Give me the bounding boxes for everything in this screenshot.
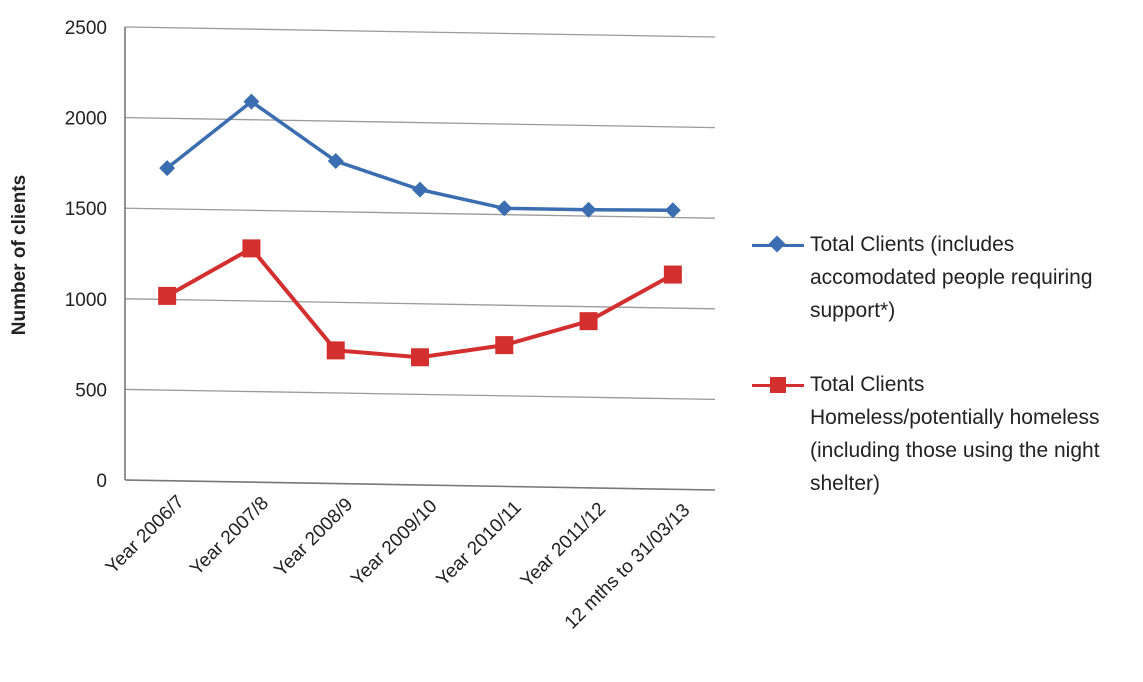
x-tick-label: Year 2009/10 [347, 496, 441, 590]
data-point-diamond [664, 202, 681, 219]
legend-label-line: (including those using the night [810, 439, 1100, 462]
y-axis-label: Number of clients [9, 175, 30, 335]
data-point-diamond [412, 181, 428, 198]
data-point-diamond [496, 200, 513, 217]
x-tick-label: Year 2007/8 [186, 493, 273, 580]
data-point-square [242, 239, 261, 258]
y-tick-label: 1500 [65, 199, 107, 220]
legend-label-line: Total Clients [810, 373, 925, 396]
x-tick-label: Year 2010/11 [433, 497, 526, 590]
data-point-square [326, 341, 345, 360]
gridline [124, 116, 716, 129]
data-point-diamond [159, 160, 176, 177]
y-tick-label: 2000 [65, 109, 107, 130]
data-point-square [579, 312, 598, 331]
y-tick-labels: 0 500 1000 1500 2000 2500 [65, 18, 107, 492]
x-tick-label: Year 2011/12 [517, 499, 610, 592]
data-point-square [158, 286, 177, 305]
series-lines [158, 93, 682, 367]
x-axis-line [124, 479, 716, 491]
series-line-square [166, 246, 674, 360]
legend-label-line: accomodated people requiring [810, 266, 1093, 289]
legend-entry-total-clients: Total Clients (includes accomodated peop… [752, 228, 1142, 327]
data-point-square [411, 348, 429, 367]
legend-diamond-marker [768, 235, 786, 253]
x-tick-label: Year 2008/9 [270, 494, 357, 581]
y-tick-label: 1000 [65, 290, 107, 311]
data-point-diamond [580, 201, 597, 218]
y-tick-label: 2500 [65, 18, 107, 39]
data-point-diamond [327, 153, 344, 170]
data-point-diamond [243, 93, 260, 110]
data-point-square [495, 336, 514, 355]
data-point-square [663, 265, 682, 284]
y-tick-label: 500 [75, 380, 107, 401]
legend-label-line: shelter) [810, 472, 881, 495]
x-tick-label: Year 2006/7 [102, 491, 189, 578]
legend-label-line: support*) [810, 299, 896, 322]
gridline [124, 207, 716, 219]
legend-label-line: Homeless/potentially homeless [810, 406, 1100, 429]
gridline [124, 26, 716, 38]
gridline [124, 388, 716, 401]
legend-entry-homeless-clients: Total Clients Homeless/potentially homel… [752, 368, 1142, 500]
y-tick-label: 0 [96, 471, 107, 492]
legend-square-marker [770, 377, 786, 393]
legend-label-line: Total Clients (includes [810, 233, 1015, 256]
grid-lines [124, 26, 716, 491]
